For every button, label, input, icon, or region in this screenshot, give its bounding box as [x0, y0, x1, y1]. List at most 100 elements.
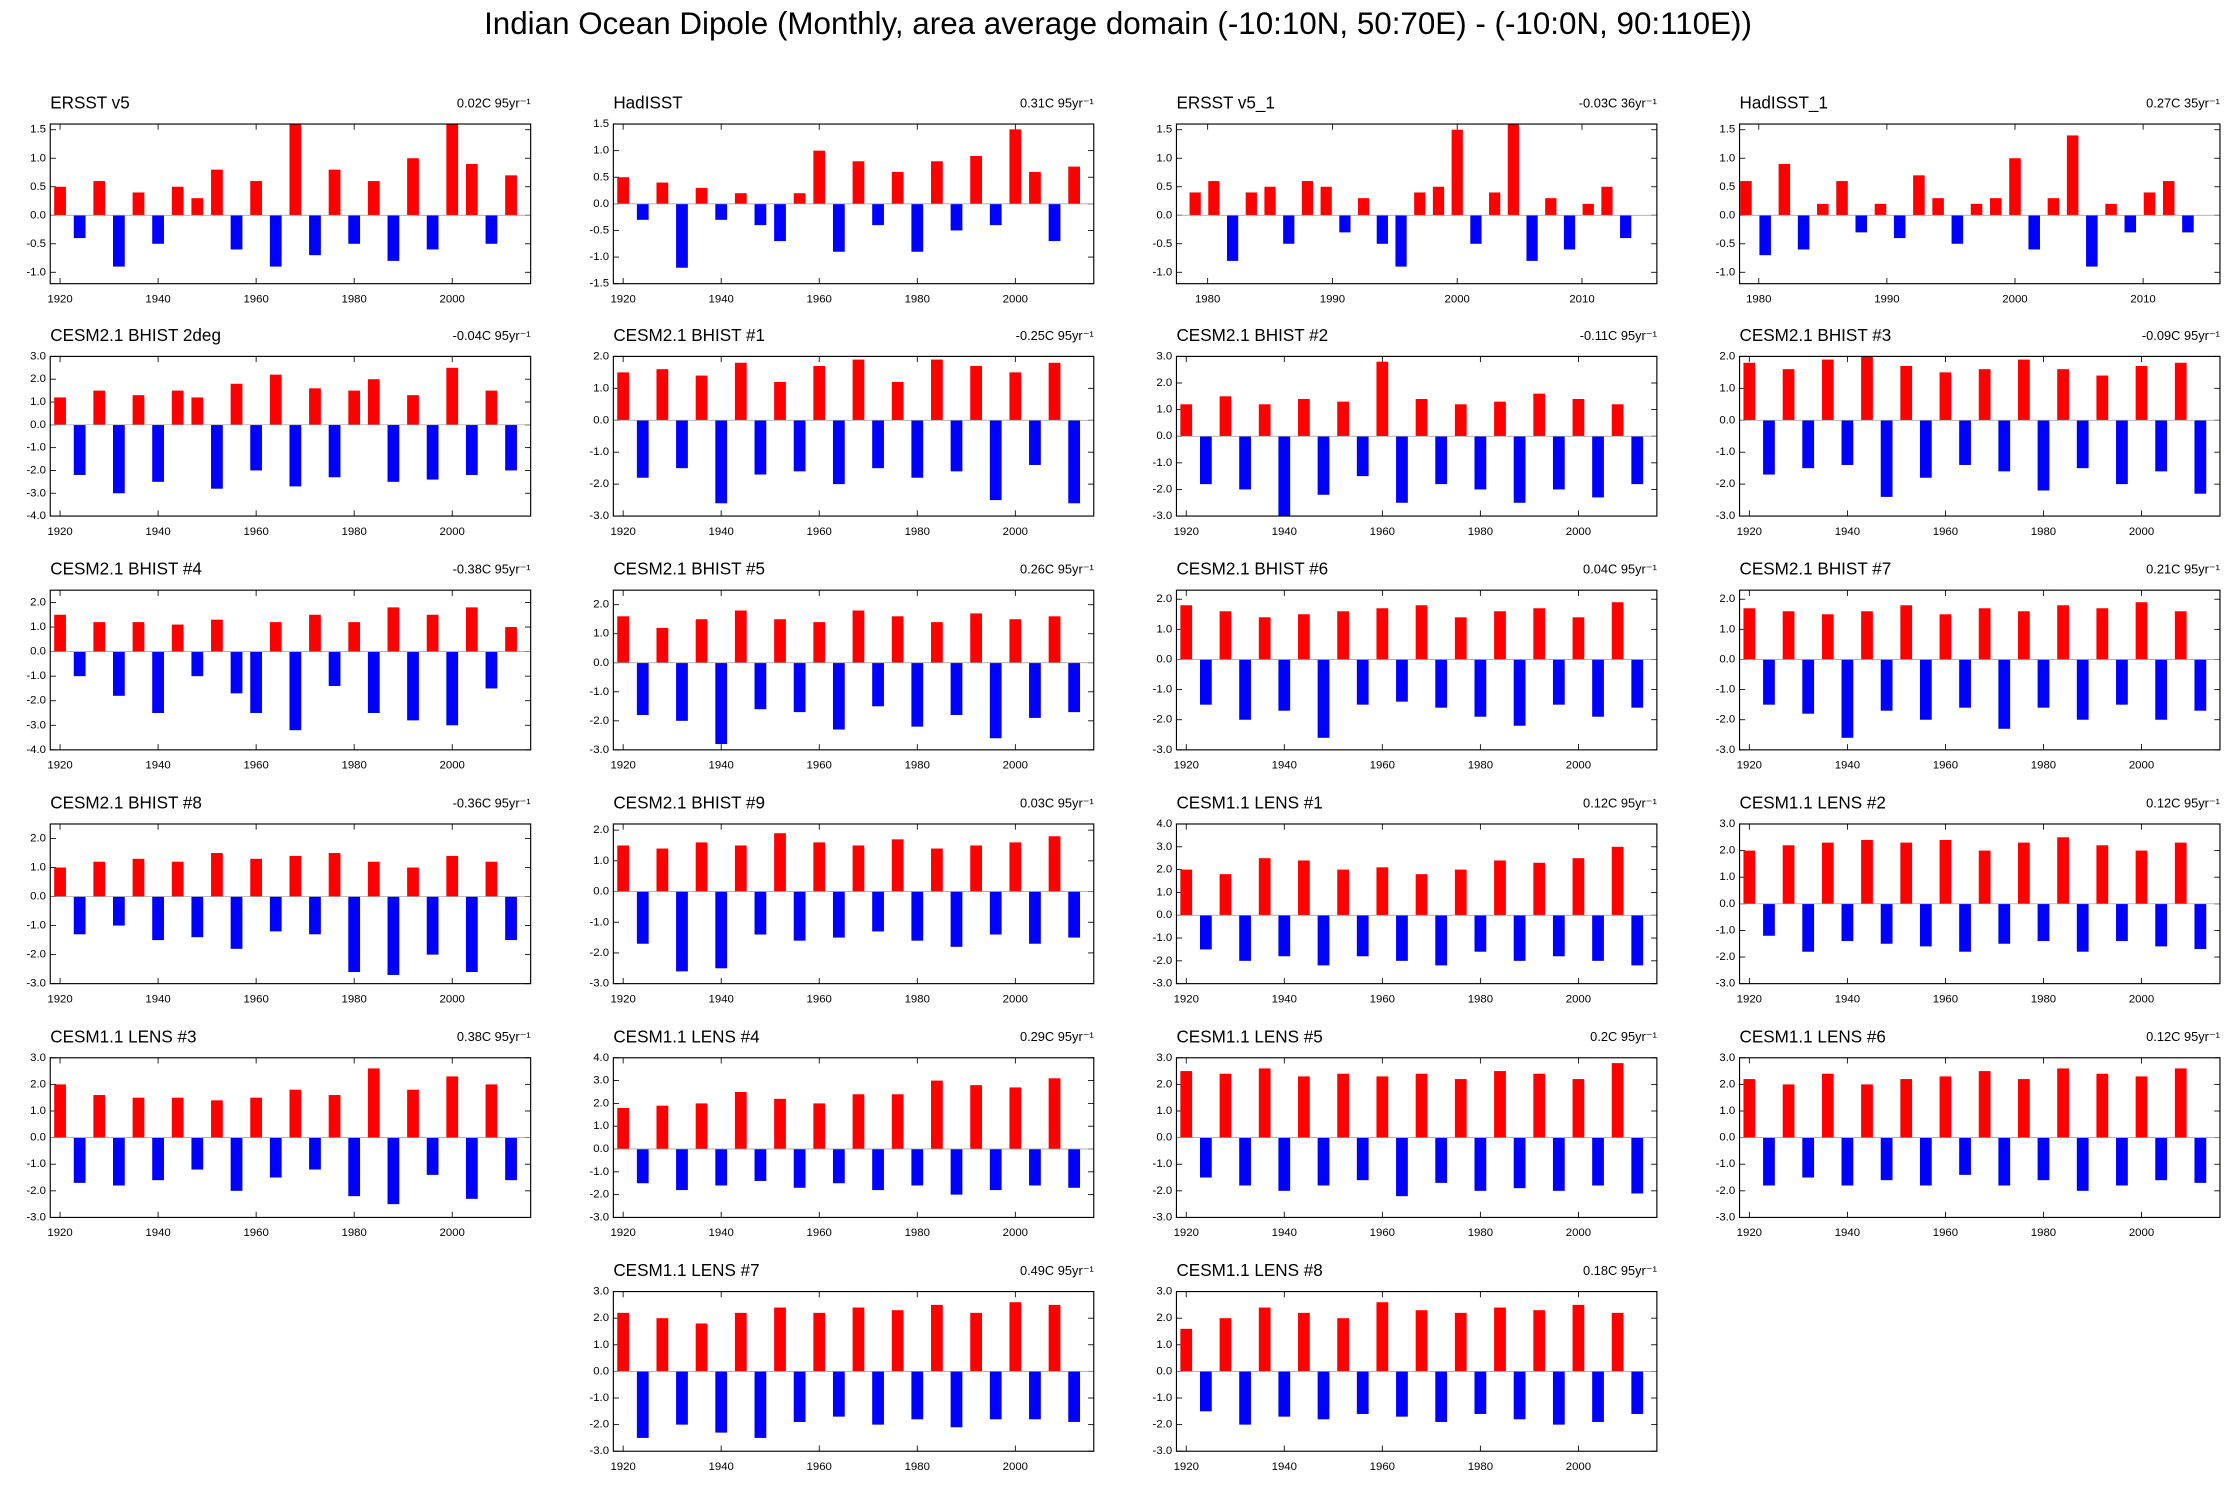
bar [505, 175, 517, 216]
y-tick-label: 1.0 [30, 1105, 46, 1117]
y-tick-label: 4.0 [1156, 818, 1172, 830]
bar [656, 627, 669, 663]
bar [1048, 1078, 1061, 1150]
bar [348, 1137, 361, 1197]
x-tick-label: 1920 [1737, 760, 1762, 772]
bar [1836, 181, 1848, 216]
y-tick-label: 2.0 [1719, 845, 1735, 857]
bar [1009, 1087, 1022, 1150]
bar [1376, 215, 1388, 244]
x-tick-label: 1940 [145, 293, 170, 305]
x-tick-label: 1960 [807, 993, 832, 1005]
trend-label: -0.09C 95yr⁻¹ [2142, 328, 2220, 343]
y-tick-label: 0.0 [30, 419, 46, 431]
bar [1474, 915, 1487, 952]
bar [2155, 659, 2168, 720]
bar [1592, 915, 1604, 961]
bar [1435, 1137, 1448, 1183]
bar [367, 181, 380, 216]
bar [1048, 362, 1061, 421]
bar [1298, 1312, 1310, 1372]
x-tick-label: 1980 [342, 526, 367, 538]
y-tick-label: -2.0 [1153, 1185, 1173, 1197]
bar [1048, 616, 1061, 663]
bar [2116, 659, 2128, 705]
bar [911, 891, 924, 941]
bar [1339, 215, 1351, 233]
bar [1358, 198, 1370, 216]
bar [950, 420, 963, 472]
bar [1376, 1076, 1389, 1138]
x-tick-label: 1960 [1933, 1227, 1958, 1239]
y-tick-label: 0.5 [1719, 181, 1735, 193]
bar [1451, 129, 1463, 216]
x-tick-label: 1920 [1174, 1227, 1199, 1239]
y-tick-label: -2.0 [1153, 483, 1173, 495]
bar [2017, 842, 2030, 904]
bar [1998, 420, 2011, 472]
y-tick-label: -3.0 [1153, 1211, 1173, 1223]
y-tick-label: 1.0 [30, 862, 46, 874]
bar [832, 891, 845, 938]
bar [695, 1103, 708, 1150]
bar [2135, 1076, 2148, 1138]
bar [2135, 365, 2148, 421]
bar [112, 424, 125, 494]
bar [1939, 1076, 1952, 1138]
x-tick-label: 1920 [47, 526, 72, 538]
panel-title: CESM1.1 LENS #3 [50, 1027, 196, 1046]
y-tick-label: -3.0 [1716, 978, 1736, 990]
panel-title: CESM2.1 BHIST 2deg [50, 326, 221, 345]
bar [695, 187, 708, 204]
bar [1592, 1137, 1604, 1186]
bar [230, 215, 243, 250]
bar [1317, 436, 1330, 495]
x-tick-label: 2000 [440, 993, 465, 1005]
plot-frame [49, 355, 532, 517]
bar [348, 622, 361, 652]
plot-frame [1175, 355, 1658, 517]
bar [1802, 420, 1815, 469]
bar [2194, 420, 2207, 494]
bar [754, 420, 767, 475]
bar [171, 186, 184, 216]
y-tick-label: 1.0 [1156, 623, 1172, 635]
y-tick-label: 1.0 [1156, 152, 1172, 164]
y-tick-label: 1.0 [1719, 152, 1735, 164]
bar [2028, 215, 2040, 250]
y-tick-label: -1.0 [589, 686, 609, 698]
panel-title: HadISST_1 [1740, 94, 1828, 113]
bar [695, 619, 708, 663]
x-tick-label: 1980 [1468, 993, 1493, 1005]
bar [1337, 1318, 1350, 1372]
plot-frame [1175, 823, 1658, 985]
bar [1900, 1079, 1913, 1138]
x-tick-label: 1940 [145, 1227, 170, 1239]
bar [328, 651, 341, 686]
bar [2194, 903, 2207, 950]
bar [891, 171, 904, 204]
y-tick-label: 1.0 [1719, 871, 1735, 883]
bar [407, 158, 419, 216]
bar [1631, 659, 1644, 708]
bar [1435, 659, 1448, 708]
bar [505, 1137, 517, 1181]
bar [636, 203, 649, 220]
bar [1219, 396, 1232, 437]
bar [1880, 1137, 1893, 1181]
bar [1592, 1371, 1604, 1422]
bar [989, 662, 1002, 739]
bar [1180, 869, 1193, 916]
plot-frame [612, 589, 1095, 751]
y-tick-label: 0.0 [593, 657, 609, 669]
bar [54, 397, 66, 425]
x-tick-label: 1980 [342, 760, 367, 772]
bar [1900, 365, 1913, 421]
bar [1219, 611, 1232, 660]
bar [2086, 215, 2098, 267]
bar [852, 845, 865, 892]
y-tick-label: 1.0 [30, 621, 46, 633]
plot-frame [1175, 1290, 1658, 1452]
bar [1841, 659, 1854, 738]
bar [1913, 175, 1925, 216]
